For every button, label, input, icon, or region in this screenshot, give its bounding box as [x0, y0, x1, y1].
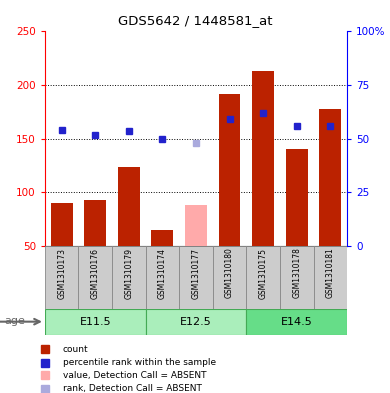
Text: percentile rank within the sample: percentile rank within the sample — [63, 358, 216, 367]
Text: GSM1310179: GSM1310179 — [124, 248, 133, 299]
Bar — [45, 246, 78, 309]
Text: GSM1310173: GSM1310173 — [57, 248, 66, 299]
Bar — [51, 203, 73, 246]
Text: GSM1310180: GSM1310180 — [225, 248, 234, 298]
Bar — [314, 246, 347, 309]
Bar — [252, 71, 274, 246]
Text: value, Detection Call = ABSENT: value, Detection Call = ABSENT — [63, 371, 206, 380]
Bar — [112, 246, 145, 309]
Bar — [246, 309, 347, 335]
Text: E11.5: E11.5 — [80, 317, 111, 327]
Bar — [246, 246, 280, 309]
Text: count: count — [63, 345, 89, 354]
Bar — [151, 230, 173, 246]
Bar — [280, 246, 314, 309]
Text: rank, Detection Call = ABSENT: rank, Detection Call = ABSENT — [63, 384, 202, 393]
Bar — [45, 309, 145, 335]
Text: E14.5: E14.5 — [281, 317, 313, 327]
Text: GSM1310177: GSM1310177 — [191, 248, 200, 299]
Text: GSM1310181: GSM1310181 — [326, 248, 335, 298]
Text: GDS5642 / 1448581_at: GDS5642 / 1448581_at — [118, 14, 272, 27]
Text: GSM1310178: GSM1310178 — [292, 248, 301, 298]
Text: GSM1310175: GSM1310175 — [259, 248, 268, 299]
Bar — [286, 149, 308, 246]
Text: GSM1310176: GSM1310176 — [91, 248, 100, 299]
Text: E12.5: E12.5 — [180, 317, 212, 327]
Bar — [219, 94, 241, 246]
Text: GSM1310174: GSM1310174 — [158, 248, 167, 299]
Text: age: age — [4, 316, 25, 327]
Bar — [145, 246, 179, 309]
Bar — [319, 108, 341, 246]
Bar — [84, 200, 106, 246]
Bar — [213, 246, 246, 309]
Bar — [78, 246, 112, 309]
Bar — [145, 309, 246, 335]
Bar — [179, 246, 213, 309]
Bar — [185, 205, 207, 246]
Bar — [118, 167, 140, 246]
